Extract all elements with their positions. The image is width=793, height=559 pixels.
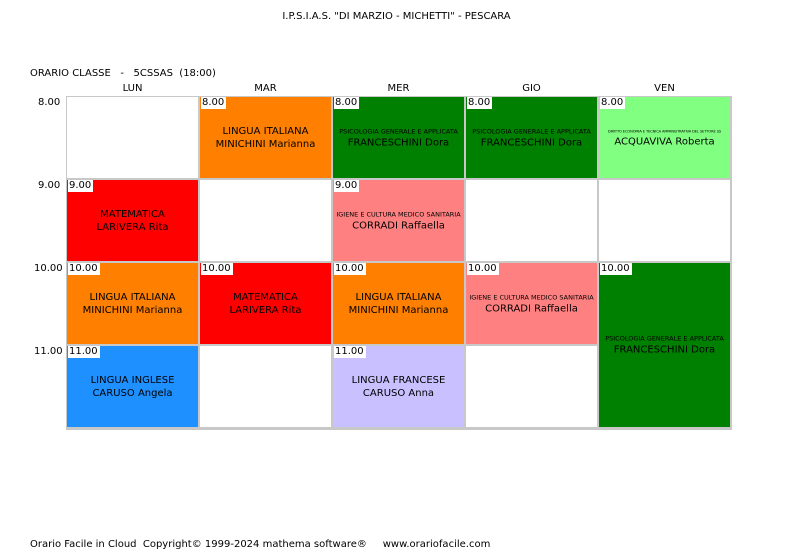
lesson-subject: PSICOLOGIA GENERALE E APPLICATA (605, 334, 724, 343)
lesson-cell: 11.00 LINGUA INGLESE CARUSO Angela (66, 345, 199, 428)
lesson-subject: MATEMATICA (233, 291, 298, 303)
lesson-subject: DIRITTO ECONOMIA E TECNICA AMMINISTRATIV… (607, 129, 722, 133)
day-header-mar: MAR (254, 83, 277, 94)
time-label-8: 8.00 (38, 97, 61, 108)
lesson-subject: IGIENE E CULTURA MEDICO SANITARIA (469, 293, 594, 301)
lesson-start-time: 10.00 (600, 263, 632, 275)
lesson-cell: 10.00 MATEMATICA LARIVERA Rita (199, 262, 332, 345)
school-title: I.P.S.I.A.S. "DI MARZIO - MICHETTI" - PE… (282, 11, 511, 22)
lesson-subject: LINGUA INGLESE (90, 374, 175, 386)
lesson-teacher: FRANCESCHINI Dora (347, 137, 450, 148)
lesson-cell: 10.00 IGIENE E CULTURA MEDICO SANITARIA CO… (465, 262, 598, 345)
lesson-start-time: 11.00 (68, 346, 100, 358)
lesson-subject: MATEMATICA (100, 208, 165, 220)
lesson-subject: PSICOLOGIA GENERALE E APPLICATA (472, 127, 591, 135)
lesson-cell: 8.00 PSICOLOGIA GENERALE E APPLICATA FRANC… (332, 96, 465, 179)
lesson-cell: 10.00 LINGUA ITALIANA MINICHINI Marianna (332, 262, 465, 345)
footer-copyright: Orario Facile in Cloud Copyright© 1999-2… (30, 539, 491, 550)
lesson-cell: 9.00 MATEMATICA LARIVERA Rita (66, 179, 199, 262)
time-label-9: 9.00 (38, 180, 61, 191)
time-label-10: 10.00 (34, 263, 63, 274)
lesson-cell: 11.00 LINGUA FRANCESE CARUSO Anna (332, 345, 465, 428)
lesson-cell: 8.00 LINGUA ITALIANA MINICHINI Marianna (199, 96, 332, 179)
lesson-teacher: MINICHINI Marianna (215, 138, 316, 150)
timetable-grid: 9.00 MATEMATICA LARIVERA Rita 10.00 LINGUA I… (66, 96, 732, 430)
lesson-cell: 9.00 IGIENE E CULTURA MEDICO SANITARIA COR… (332, 179, 465, 262)
lesson-teacher: LARIVERA Rita (229, 304, 302, 316)
lesson-start-time: 11.00 (334, 346, 366, 358)
lesson-subject: LINGUA ITALIANA (89, 291, 176, 303)
empty-slot (598, 179, 731, 262)
lesson-start-time: 9.00 (334, 180, 360, 192)
lesson-cell: 8.00 PSICOLOGIA GENERALE E APPLICATA FRANC… (465, 96, 598, 179)
lesson-start-time: 8.00 (467, 97, 493, 109)
lesson-start-time: 10.00 (68, 263, 100, 275)
lesson-start-time: 10.00 (467, 263, 499, 275)
class-label: ORARIO CLASSE - 5CSSAS (18:00) (30, 68, 216, 79)
lesson-teacher: ACQUAVIVA Roberta (614, 136, 715, 147)
day-header-lun: LUN (122, 83, 143, 94)
empty-slot (199, 345, 332, 428)
lesson-start-time: 8.00 (600, 97, 626, 109)
lesson-teacher: MINICHINI Marianna (348, 304, 449, 316)
lesson-teacher: CARUSO Anna (362, 387, 435, 399)
lesson-teacher: CORRADI Raffaella (485, 303, 578, 314)
lesson-start-time: 10.00 (334, 263, 366, 275)
day-header-gio: GIO (522, 83, 541, 94)
day-header-mer: MER (387, 83, 410, 94)
empty-slot (465, 179, 598, 262)
lesson-subject: LINGUA FRANCESE (351, 374, 446, 386)
day-header-ven: VEN (654, 83, 675, 94)
lesson-subject: LINGUA ITALIANA (355, 291, 442, 303)
empty-slot (66, 96, 199, 179)
lesson-teacher: FRANCESCHINI Dora (480, 137, 583, 148)
empty-slot (465, 345, 598, 428)
lesson-teacher: CORRADI Raffaella (352, 220, 445, 231)
lesson-subject: LINGUA ITALIANA (222, 125, 309, 137)
lesson-cell: 10.00 PSICOLOGIA GENERALE E APPLICATA FRAN… (598, 262, 731, 428)
empty-slot (199, 179, 332, 262)
lesson-teacher: CARUSO Angela (92, 387, 173, 399)
lesson-start-time: 10.00 (201, 263, 233, 275)
lesson-teacher: MINICHINI Marianna (82, 304, 183, 316)
lesson-start-time: 9.00 (68, 180, 94, 192)
lesson-cell: 10.00 LINGUA ITALIANA MINICHINI Marianna (66, 262, 199, 345)
lesson-cell: 8.00 DIRITTO ECONOMIA E TECNICA AMMINISTR… (598, 96, 731, 179)
lesson-subject: IGIENE E CULTURA MEDICO SANITARIA (336, 210, 461, 218)
lesson-subject: PSICOLOGIA GENERALE E APPLICATA (339, 127, 458, 135)
lesson-teacher: LARIVERA Rita (96, 221, 169, 233)
lesson-start-time: 8.00 (201, 97, 227, 109)
lesson-start-time: 8.00 (334, 97, 360, 109)
lesson-teacher: FRANCESCHINI Dora (613, 344, 716, 356)
time-label-11: 11.00 (34, 346, 63, 357)
